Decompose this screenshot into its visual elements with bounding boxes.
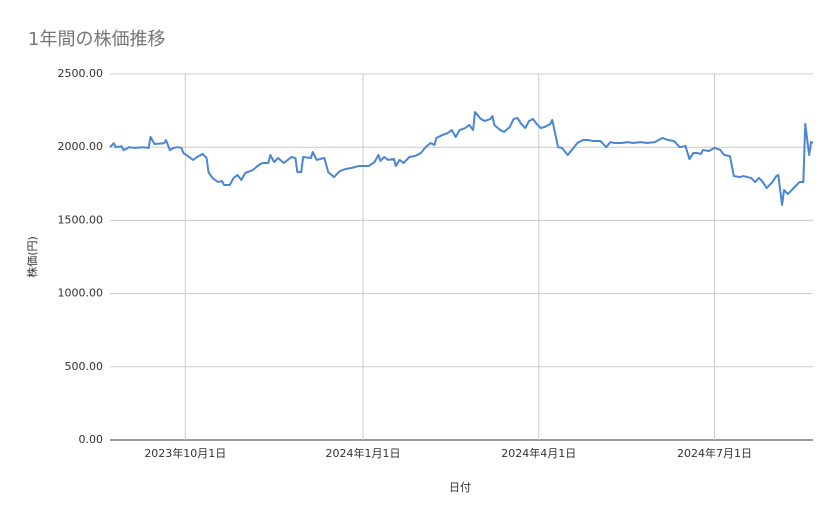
x-tick-label: 2024年7月1日: [677, 446, 752, 460]
chart-title: 1年間の株価推移: [28, 29, 165, 50]
x-tick-label: 2024年4月1日: [501, 446, 576, 460]
price-line: [109, 111, 814, 207]
y-tick-label: 2500.00: [58, 67, 104, 80]
x-tick-label: 2023年10月1日: [144, 446, 226, 460]
y-tick-label: 500.00: [65, 360, 104, 373]
x-axis-title: 日付: [449, 481, 471, 494]
y-tick-label: 0.00: [79, 433, 104, 446]
y-tick-label: 2000.00: [58, 140, 104, 153]
y-tick-label: 1000.00: [58, 287, 104, 300]
y-tick-label: 1500.00: [58, 213, 104, 226]
x-tick-label: 2024年1月1日: [326, 446, 401, 460]
y-axis-title: 株価(円): [25, 236, 39, 278]
